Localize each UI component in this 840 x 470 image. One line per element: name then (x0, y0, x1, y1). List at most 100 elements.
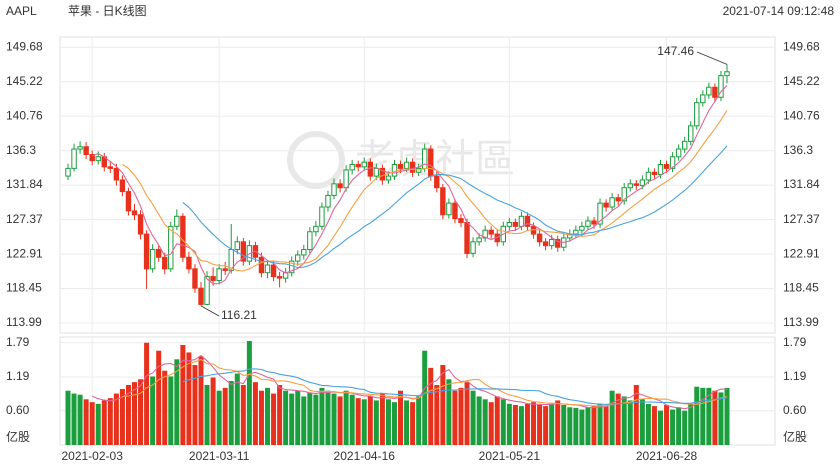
candle-body (627, 183, 633, 189)
candle-body (89, 153, 95, 162)
candle-body (77, 146, 83, 150)
volume-bar (204, 385, 210, 445)
volume-bar (651, 406, 657, 445)
x-tick-label: 2021-05-21 (479, 449, 541, 463)
y-tick-label: 113.99 (6, 315, 42, 329)
y-tick-label-right: 145.22 (783, 74, 820, 88)
volume-bar (440, 365, 446, 445)
candle-body (258, 256, 265, 274)
candle-body (518, 215, 525, 227)
volume-bar (373, 400, 379, 445)
candle-body (434, 175, 440, 189)
candle-body (240, 241, 247, 262)
ma-line (182, 145, 728, 269)
volume-bar (706, 387, 712, 445)
candle-body (174, 215, 180, 227)
candle-body (470, 241, 476, 254)
candle-body (355, 164, 361, 168)
volume-bar (416, 396, 422, 445)
volume-bar (476, 396, 482, 445)
volume-bar (198, 356, 204, 445)
volume-bar (246, 341, 252, 445)
volume-bar (531, 402, 537, 445)
candle-body (663, 164, 670, 169)
candle-body (651, 171, 658, 176)
volume-bar (585, 407, 591, 445)
low-pointer (200, 305, 220, 317)
x-tick-label: 2021-02-03 (61, 449, 123, 463)
volume-bar (95, 403, 101, 445)
candle-body (119, 179, 126, 193)
volume-bar (325, 390, 331, 445)
volume-bar (349, 394, 355, 445)
y2-tick-label: 1.19 (6, 369, 30, 383)
volume-bar (609, 390, 615, 445)
volume-bar (343, 390, 349, 445)
y-tick-label-right: 136.3 (783, 143, 813, 157)
candle-body (234, 241, 240, 251)
candle-body (718, 75, 724, 98)
candle-body (591, 220, 597, 225)
volume-bar (174, 359, 180, 445)
volume-bar (355, 398, 361, 445)
candle-body (143, 233, 150, 270)
volume-bar (307, 392, 313, 445)
volume-bar (271, 393, 277, 445)
candle-body (125, 191, 132, 212)
volume-bar (688, 403, 694, 445)
volume-bar (313, 394, 319, 445)
volume-bar (428, 367, 434, 445)
volume-bar (385, 399, 391, 445)
candle-body (319, 206, 325, 227)
volume-bar (331, 393, 337, 445)
volume-bar (319, 387, 325, 445)
volume-bar (488, 402, 494, 445)
volume-bar (434, 385, 440, 445)
candle-body (379, 167, 386, 181)
candle-body (186, 256, 192, 270)
volume-bar (676, 407, 682, 445)
volume-bar (615, 393, 621, 445)
candle-body (198, 287, 204, 305)
candle-body (555, 238, 561, 248)
candle-body (373, 167, 380, 177)
volume-bar (132, 382, 138, 445)
volume-bar (301, 396, 307, 445)
volume-bar (391, 402, 397, 445)
y-tick-label-right: 127.37 (783, 212, 820, 226)
candle-body (446, 202, 452, 216)
y2-tick-label-right: 0.60 (783, 403, 807, 417)
y-tick-label: 127.37 (6, 212, 43, 226)
volume-bar (633, 385, 639, 445)
candle-body (216, 268, 222, 281)
candle-body (155, 249, 162, 258)
candle-body (180, 215, 186, 258)
candle-body (694, 102, 700, 127)
candle-body (422, 148, 428, 169)
volume-bar (664, 405, 670, 445)
volume-bar (482, 399, 488, 445)
candle-body (609, 197, 615, 208)
volume-bar (567, 407, 573, 445)
volume-bar (156, 350, 162, 445)
candle-body (367, 161, 373, 177)
volume-bar (712, 390, 718, 445)
volume-bar (168, 376, 174, 445)
y-tick-label-right: 113.99 (783, 315, 819, 329)
candle-body (536, 233, 543, 243)
volume-bar (645, 403, 651, 445)
y-tick-label-right: 122.91 (783, 246, 820, 260)
volume-bar (252, 382, 258, 445)
y-tick-label-right: 140.76 (783, 108, 820, 122)
volume-bar (398, 390, 404, 445)
volume-bar (125, 385, 131, 445)
y-tick-label: 118.45 (6, 281, 42, 295)
candle-body (210, 276, 216, 281)
y2-tick-label: 1.79 (6, 335, 30, 349)
candle-body (615, 197, 621, 202)
candle-body (301, 249, 307, 256)
candle-body (681, 140, 688, 150)
candle-body (603, 202, 609, 208)
candle-body (639, 179, 646, 186)
volume-bar (404, 400, 410, 445)
